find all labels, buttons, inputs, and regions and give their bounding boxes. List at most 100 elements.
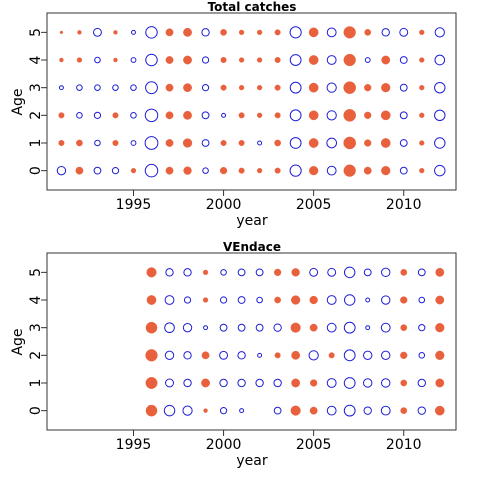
positive-residual-bubble <box>380 110 391 121</box>
positive-residual-bubble <box>76 57 83 63</box>
positive-residual-bubble <box>400 296 408 304</box>
negative-residual-bubble <box>237 378 246 388</box>
negative-residual-bubble <box>202 167 209 174</box>
negative-residual-bubble <box>201 139 210 147</box>
negative-residual-bubble <box>399 27 409 37</box>
positive-residual-bubble <box>145 321 158 334</box>
positive-residual-bubble <box>238 167 245 174</box>
bubble-layer <box>145 266 445 417</box>
positive-residual-bubble <box>309 166 319 176</box>
negative-residual-bubble <box>399 111 408 120</box>
y-axis-label: Age <box>10 88 26 115</box>
positive-residual-bubble <box>113 30 118 35</box>
x-axis: 1995 2000 2005 2010 <box>116 430 422 453</box>
positive-residual-bubble <box>274 268 282 276</box>
negative-residual-bubble <box>255 323 264 332</box>
positive-residual-bubble <box>146 267 157 278</box>
positive-residual-bubble <box>435 295 445 305</box>
negative-residual-bubble <box>182 322 193 333</box>
negative-residual-bubble <box>257 140 263 146</box>
negative-residual-bubble <box>94 139 101 147</box>
positive-residual-bubble <box>165 83 174 92</box>
positive-residual-bubble <box>435 323 445 333</box>
negative-residual-bubble <box>201 111 210 120</box>
positive-residual-bubble <box>238 85 245 91</box>
positive-residual-bubble <box>290 322 301 333</box>
positive-residual-bubble <box>130 168 137 174</box>
negative-residual-bubble <box>399 83 408 92</box>
negative-residual-bubble <box>418 324 426 332</box>
negative-residual-bubble <box>219 378 228 388</box>
negative-residual-bubble <box>326 110 337 121</box>
negative-residual-bubble <box>399 166 408 175</box>
negative-residual-bubble <box>165 268 174 277</box>
negative-residual-bubble <box>237 268 246 277</box>
positive-residual-bubble <box>343 164 356 177</box>
positive-residual-bubble <box>308 27 319 38</box>
positive-residual-bubble <box>113 57 118 63</box>
negative-residual-bubble <box>434 27 445 38</box>
positive-residual-bubble <box>328 352 335 359</box>
negative-residual-bubble <box>201 56 210 64</box>
positive-residual-bubble <box>58 139 65 146</box>
positive-residual-bubble <box>165 28 174 37</box>
negative-residual-bubble <box>326 82 337 93</box>
negative-residual-bubble <box>219 350 229 360</box>
negative-residual-bubble <box>255 378 264 388</box>
negative-residual-bubble <box>434 109 446 122</box>
negative-residual-bubble <box>201 28 210 37</box>
positive-residual-bubble <box>220 57 227 64</box>
negative-residual-bubble <box>365 325 371 331</box>
negative-residual-bubble <box>289 81 302 94</box>
negative-residual-bubble <box>343 349 356 362</box>
negative-residual-bubble <box>364 57 371 63</box>
negative-residual-bubble <box>289 54 302 66</box>
positive-residual-bubble <box>381 83 391 93</box>
negative-residual-bubble <box>363 378 373 388</box>
positive-residual-bubble <box>364 139 372 147</box>
negative-residual-bubble <box>343 377 356 389</box>
y-tick-label: 0 <box>28 166 44 175</box>
negative-residual-bubble <box>434 54 446 66</box>
negative-residual-bubble <box>273 323 282 332</box>
positive-residual-bubble <box>291 378 301 388</box>
y-tick-label: 1 <box>28 379 44 388</box>
positive-residual-bubble <box>343 81 356 94</box>
negative-residual-bubble <box>399 139 408 147</box>
negative-residual-bubble <box>273 406 282 415</box>
negative-residual-bubble <box>144 136 159 150</box>
positive-residual-bubble <box>77 30 82 35</box>
negative-residual-bubble <box>418 352 426 359</box>
positive-residual-bubble <box>201 351 210 360</box>
positive-residual-bubble <box>435 267 445 277</box>
y-tick-label: 0 <box>28 406 44 415</box>
negative-residual-bubble <box>326 55 337 65</box>
x-tick-label: 1995 <box>116 197 152 213</box>
positive-residual-bubble <box>343 26 356 39</box>
positive-residual-bubble <box>201 378 210 388</box>
positive-residual-bubble <box>364 111 372 119</box>
positive-residual-bubble <box>291 350 301 360</box>
positive-residual-bubble <box>364 29 372 36</box>
negative-residual-bubble <box>203 325 209 331</box>
x-tick-label: 2010 <box>386 197 422 213</box>
vendace-panel: VEndace 1995 2000 2005 2010 0 1 2 3 4 5 year Age <box>10 240 457 469</box>
negative-residual-bubble <box>326 295 337 305</box>
positive-residual-bubble <box>112 112 119 119</box>
y-tick-label: 3 <box>28 323 44 332</box>
negative-residual-bubble <box>381 28 390 37</box>
negative-residual-bubble <box>289 164 302 177</box>
positive-residual-bubble <box>238 112 245 119</box>
plot-frame <box>46 252 457 431</box>
positive-residual-bubble <box>182 138 193 148</box>
negative-residual-bubble <box>381 267 391 278</box>
positive-residual-bubble <box>183 27 192 37</box>
negative-residual-bubble <box>164 295 175 305</box>
x-tick-label: 2000 <box>206 197 242 213</box>
positive-residual-bubble <box>256 29 263 35</box>
negative-residual-bubble <box>182 405 193 416</box>
x-axis-label: year <box>236 213 267 229</box>
negative-residual-bubble <box>58 85 64 91</box>
positive-residual-bubble <box>165 139 174 147</box>
positive-residual-bubble <box>58 112 65 119</box>
